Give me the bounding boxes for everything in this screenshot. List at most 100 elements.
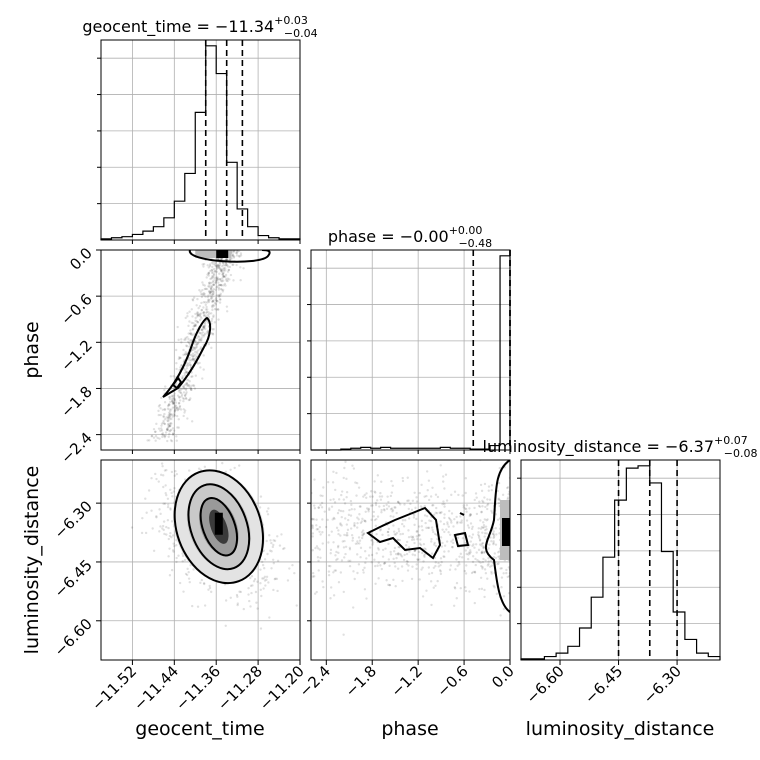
sample-point [193, 387, 197, 390]
sample-point [439, 511, 442, 515]
sample-point [345, 531, 349, 535]
sample-point [211, 306, 214, 309]
sample-point [397, 527, 400, 531]
sample-point [197, 338, 201, 342]
sample-point [173, 474, 177, 477]
sample-point [343, 466, 346, 470]
sample-point [166, 419, 169, 422]
sample-point [480, 544, 483, 547]
sample-point [255, 601, 258, 604]
x-tick-label-luminosity-distance: −6.45 [581, 662, 626, 707]
sample-point [224, 257, 228, 261]
sample-point [173, 408, 177, 412]
sample-point [435, 506, 438, 510]
sample-point [319, 533, 322, 536]
sample-point [158, 530, 161, 533]
sample-point [168, 414, 172, 418]
sample-point [482, 546, 485, 549]
sample-point [188, 343, 192, 346]
sample-point [185, 573, 189, 577]
sample-point [168, 396, 171, 399]
sample-point [329, 498, 332, 502]
sample-point [405, 559, 409, 563]
sample-point [199, 312, 203, 315]
sample-point [173, 394, 176, 398]
sample-point [208, 586, 212, 590]
sample-point [196, 313, 200, 317]
sample-point [386, 530, 390, 534]
sample-point [206, 308, 209, 311]
sample-point [311, 518, 314, 521]
sample-point [264, 584, 267, 587]
sample-point [199, 315, 202, 318]
sample-point [382, 562, 386, 565]
sample-point [313, 504, 316, 507]
sample-point [187, 332, 190, 335]
sample-point [439, 464, 442, 467]
sample-point [470, 536, 474, 539]
sample-point [141, 516, 144, 520]
sample-point [173, 399, 176, 402]
sample-point [178, 405, 181, 409]
sample-point [319, 494, 322, 497]
sample-point [449, 564, 453, 567]
sample-point [387, 500, 390, 504]
sample-point [390, 507, 394, 510]
sample-point [342, 546, 346, 549]
sample-point [161, 408, 165, 411]
sample-point [398, 539, 402, 542]
sample-point [411, 455, 413, 457]
sample-point [358, 542, 361, 545]
sample-point [227, 268, 230, 272]
sample-point [200, 328, 203, 332]
sample-point [334, 569, 338, 572]
sample-point [214, 298, 217, 301]
sample-point [373, 558, 376, 561]
sample-point [268, 616, 271, 619]
sample-point [258, 506, 262, 509]
sample-point [497, 562, 500, 565]
sample-point [191, 299, 195, 302]
sample-point [219, 268, 223, 272]
sample-point [216, 277, 219, 281]
sample-point [163, 434, 166, 438]
sample-point [343, 556, 346, 559]
sample-point [175, 406, 179, 409]
sample-point [203, 332, 207, 335]
contour-line [171, 376, 183, 390]
sample-point [311, 535, 314, 538]
sample-point [411, 535, 415, 539]
sample-point [389, 515, 392, 518]
sample-point [465, 503, 469, 507]
sample-point [372, 510, 376, 514]
sample-point [178, 388, 181, 392]
sample-point [352, 606, 355, 609]
panel-frame [520, 459, 721, 661]
sample-point [190, 359, 193, 362]
sample-point [423, 504, 426, 508]
sample-point [196, 352, 199, 355]
sample-point [473, 601, 476, 605]
sample-point [447, 516, 451, 520]
sample-point [453, 587, 457, 590]
sample-point [484, 559, 487, 562]
sample-point [500, 576, 504, 579]
sample-point [175, 406, 179, 410]
sample-point [198, 332, 202, 335]
sample-point [211, 275, 214, 278]
sample-point [329, 597, 332, 600]
sample-point [211, 270, 214, 273]
sample-point [490, 570, 493, 574]
sample-point [388, 583, 392, 587]
sample-point [165, 533, 168, 536]
sample-point [204, 327, 207, 331]
sample-point [463, 569, 467, 573]
sample-point [198, 312, 201, 316]
sample-point [441, 664, 443, 666]
sample-point [160, 429, 164, 432]
sample-point [163, 408, 166, 411]
sample-point [372, 515, 375, 518]
sample-point [387, 527, 391, 531]
sample-point [214, 263, 217, 266]
sample-point [313, 507, 317, 510]
